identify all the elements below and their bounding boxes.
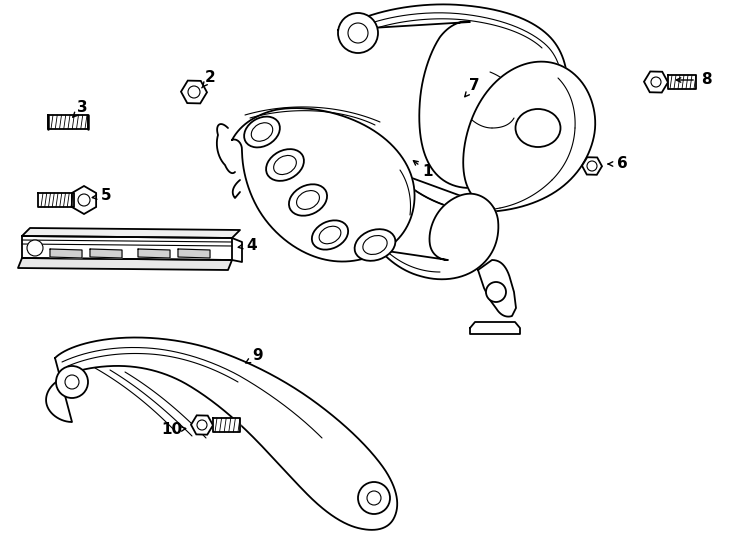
Polygon shape — [46, 338, 397, 530]
Polygon shape — [380, 194, 498, 279]
Text: 3: 3 — [76, 100, 87, 116]
Text: 8: 8 — [701, 72, 711, 87]
Circle shape — [197, 420, 207, 430]
Text: 9: 9 — [252, 348, 264, 363]
Polygon shape — [470, 322, 520, 334]
Circle shape — [358, 482, 390, 514]
Circle shape — [56, 366, 88, 398]
Ellipse shape — [289, 184, 327, 215]
Polygon shape — [478, 260, 516, 316]
Polygon shape — [50, 249, 82, 258]
Ellipse shape — [355, 229, 396, 261]
Text: 2: 2 — [205, 71, 215, 85]
Text: 7: 7 — [469, 78, 479, 93]
Text: 1: 1 — [423, 165, 433, 179]
Circle shape — [27, 240, 43, 256]
Text: 6: 6 — [617, 157, 628, 172]
Circle shape — [651, 77, 661, 87]
Circle shape — [587, 161, 597, 171]
Circle shape — [78, 194, 90, 206]
Ellipse shape — [312, 220, 348, 249]
Polygon shape — [232, 108, 415, 261]
Ellipse shape — [515, 109, 561, 147]
Ellipse shape — [266, 149, 304, 181]
Text: 4: 4 — [247, 238, 258, 253]
Polygon shape — [48, 115, 88, 129]
Polygon shape — [338, 4, 567, 188]
Polygon shape — [138, 249, 170, 258]
Polygon shape — [390, 62, 595, 212]
Polygon shape — [668, 75, 696, 89]
Polygon shape — [22, 236, 232, 260]
Circle shape — [338, 13, 378, 53]
Ellipse shape — [244, 117, 280, 147]
Circle shape — [486, 282, 506, 302]
Polygon shape — [38, 193, 74, 207]
Polygon shape — [90, 249, 122, 258]
Polygon shape — [18, 258, 232, 270]
Circle shape — [188, 86, 200, 98]
Text: 5: 5 — [101, 188, 112, 204]
Text: 10: 10 — [161, 422, 183, 437]
Polygon shape — [213, 418, 240, 432]
Polygon shape — [22, 228, 240, 238]
Polygon shape — [178, 249, 210, 258]
